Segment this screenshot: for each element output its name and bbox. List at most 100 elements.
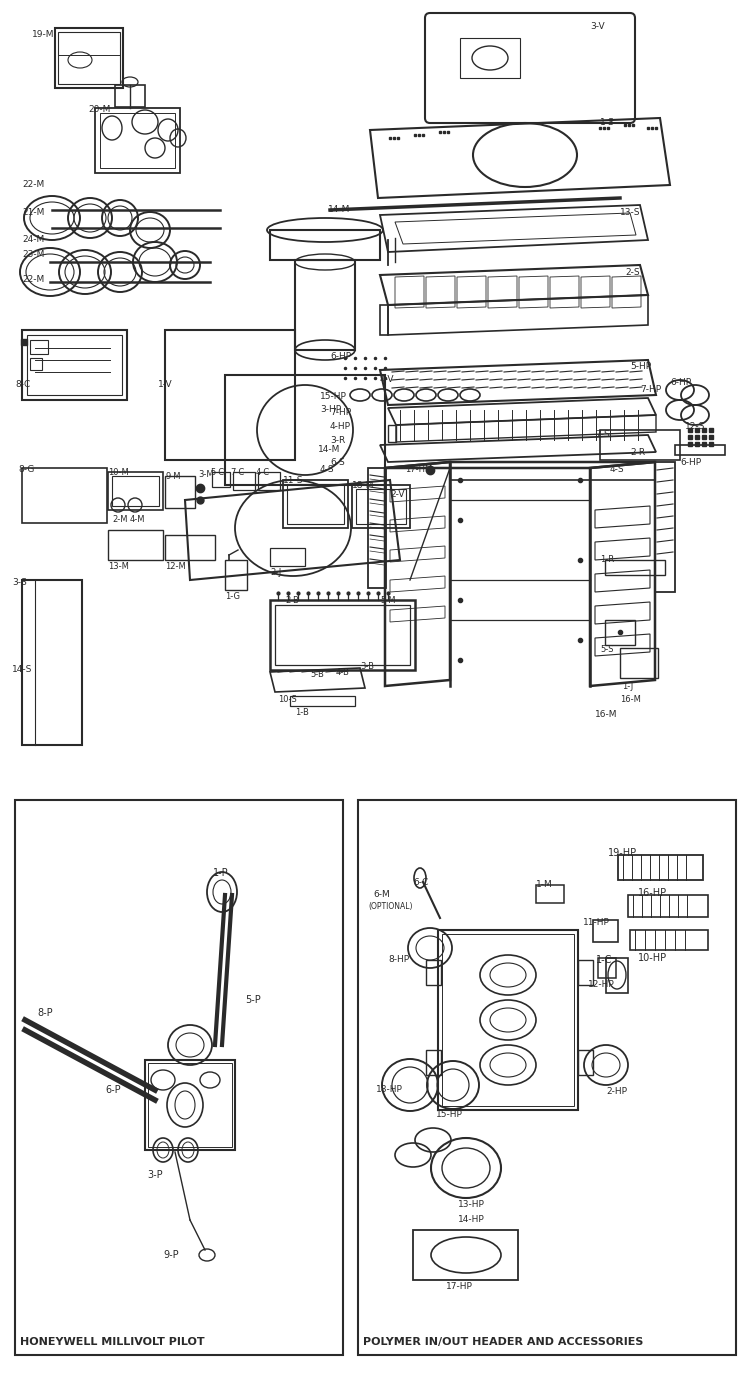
Text: 4-S: 4-S — [320, 465, 335, 473]
Text: 15-HP: 15-HP — [320, 392, 347, 401]
Text: 6-HP: 6-HP — [680, 458, 701, 466]
Bar — [30, 358, 42, 370]
Text: 3-P: 3-P — [147, 1169, 162, 1181]
Bar — [605, 620, 635, 645]
Bar — [22, 468, 107, 523]
Bar — [100, 113, 175, 167]
Text: 11-S: 11-S — [283, 476, 304, 484]
Text: 8-G: 8-G — [18, 465, 35, 473]
Text: 16-M: 16-M — [595, 710, 617, 720]
Text: 8-HP: 8-HP — [388, 955, 409, 965]
Text: 4-B: 4-B — [336, 668, 350, 677]
Text: 8-P: 8-P — [37, 1008, 53, 1019]
Bar — [165, 329, 295, 459]
Bar — [95, 108, 180, 173]
Bar — [655, 462, 675, 592]
Text: 1-B: 1-B — [295, 709, 309, 717]
Bar — [112, 476, 159, 507]
Bar — [115, 84, 145, 107]
Text: 4-C: 4-C — [256, 468, 270, 477]
Text: 5-S: 5-S — [600, 645, 614, 655]
Text: 3-B: 3-B — [360, 662, 374, 671]
Text: 6-HP: 6-HP — [330, 352, 351, 361]
Bar — [578, 1050, 593, 1075]
Text: 24-M: 24-M — [22, 235, 44, 244]
Text: 4-V: 4-V — [380, 375, 395, 383]
Text: (OPTIONAL): (OPTIONAL) — [368, 902, 413, 911]
Text: 15-HP: 15-HP — [436, 1110, 463, 1120]
Bar — [358, 800, 736, 1355]
Text: HONEYWELL MILLIVOLT PILOT: HONEYWELL MILLIVOLT PILOT — [20, 1337, 205, 1347]
Text: 13-S: 13-S — [620, 208, 641, 217]
Text: 7-HP: 7-HP — [640, 385, 661, 394]
Text: 1-C: 1-C — [596, 955, 612, 965]
Bar — [58, 32, 120, 84]
Text: POLYMER IN/OUT HEADER AND ACCESSORIES: POLYMER IN/OUT HEADER AND ACCESSORIES — [363, 1337, 644, 1347]
Text: 6-HP: 6-HP — [670, 378, 691, 388]
Text: 9-P: 9-P — [163, 1250, 179, 1259]
Text: 19-HP: 19-HP — [608, 848, 637, 858]
Text: 1-V: 1-V — [158, 381, 173, 389]
Text: 14-S: 14-S — [12, 664, 32, 674]
Text: 1-P: 1-P — [213, 868, 229, 877]
Bar — [287, 484, 344, 525]
Bar — [225, 375, 385, 484]
Text: 18-M: 18-M — [352, 482, 374, 490]
Text: 10-HP: 10-HP — [638, 954, 667, 963]
Text: 17-HM: 17-HM — [405, 465, 432, 473]
Text: 2-M: 2-M — [112, 515, 128, 525]
Text: 8-C: 8-C — [15, 381, 30, 389]
Bar — [55, 28, 123, 89]
Bar — [258, 472, 280, 490]
Bar — [15, 800, 343, 1355]
Text: 22-M: 22-M — [22, 275, 44, 284]
Text: 1-G: 1-G — [225, 592, 240, 601]
Text: 16-M: 16-M — [620, 695, 641, 704]
Text: 18-HP: 18-HP — [376, 1085, 403, 1093]
Text: 19-M: 19-M — [32, 30, 54, 39]
Bar — [165, 536, 215, 561]
Bar — [578, 960, 593, 985]
Text: 7-C: 7-C — [230, 468, 244, 477]
Text: 2-J: 2-J — [270, 567, 281, 577]
Text: 10-S: 10-S — [278, 695, 297, 704]
Bar — [675, 446, 725, 455]
Text: 1-R: 1-R — [600, 555, 614, 565]
Bar — [356, 489, 406, 525]
Text: 13-HP: 13-HP — [458, 1200, 485, 1210]
Text: 1-M: 1-M — [536, 880, 553, 889]
Text: 14-HP: 14-HP — [458, 1215, 485, 1223]
Text: 20-M: 20-M — [88, 105, 111, 113]
Bar — [22, 580, 82, 745]
Text: 21-M: 21-M — [22, 208, 44, 217]
Text: 12-HP: 12-HP — [588, 980, 614, 990]
Text: 4-M: 4-M — [130, 515, 145, 525]
Text: 4-HP: 4-HP — [330, 422, 351, 430]
Text: 3-S: 3-S — [12, 579, 27, 587]
Text: 6-C: 6-C — [413, 877, 428, 887]
Text: 23-M: 23-M — [22, 251, 44, 259]
Text: 4-S: 4-S — [610, 465, 625, 473]
Bar — [270, 601, 415, 670]
Bar — [30, 340, 48, 354]
Bar — [620, 648, 658, 678]
Text: 10-M: 10-M — [108, 468, 129, 477]
Text: 7-S: 7-S — [595, 430, 610, 439]
Bar — [233, 472, 255, 490]
Bar — [283, 480, 348, 529]
Bar — [438, 930, 578, 1110]
Bar — [606, 958, 628, 992]
Text: 6-P: 6-P — [105, 1085, 120, 1095]
Bar — [593, 920, 618, 943]
Text: 2-HP: 2-HP — [606, 1086, 627, 1096]
Text: 5-HP: 5-HP — [630, 363, 651, 371]
Text: 2-B: 2-B — [285, 597, 299, 605]
Bar — [605, 561, 665, 574]
Text: 2-V: 2-V — [390, 490, 405, 500]
Text: 11-HP: 11-HP — [583, 918, 610, 927]
Bar — [148, 1063, 232, 1147]
Text: 3-M: 3-M — [198, 471, 214, 479]
Text: 6-M: 6-M — [373, 890, 390, 900]
Bar — [536, 884, 564, 902]
Bar — [600, 430, 680, 459]
